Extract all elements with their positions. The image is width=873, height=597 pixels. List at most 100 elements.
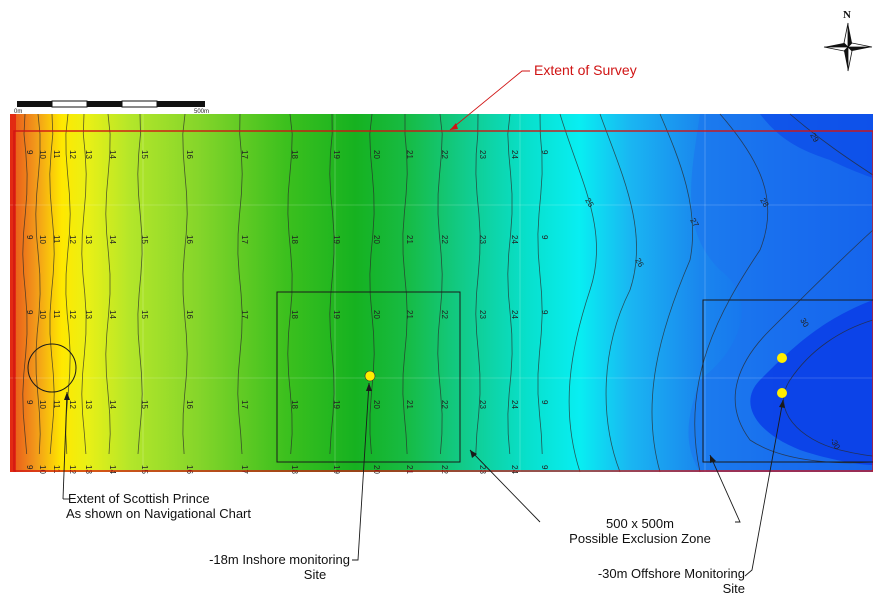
contour-label: 11: [52, 400, 61, 409]
contour-label: 18: [290, 400, 299, 409]
scale-start-label: 0m: [14, 109, 22, 115]
scale-end-label: 500m: [194, 109, 209, 115]
inshore-site-label: -18m Inshore monitoring Site: [150, 552, 350, 582]
contour-label: 22: [440, 150, 449, 159]
contour-label: 18: [290, 235, 299, 244]
contour-label: 21: [405, 310, 414, 319]
contour-label: 18: [290, 465, 299, 474]
offshore-line1: -30m Offshore Monitoring: [545, 566, 745, 581]
contour-label: 23: [478, 150, 487, 159]
contour-label: 24: [510, 235, 519, 244]
contour-label: 22: [440, 235, 449, 244]
contour-label: 17: [240, 465, 249, 474]
extent-of-survey-label: Extent of Survey: [534, 63, 637, 78]
contour-label: 9: [540, 400, 549, 405]
contour-label: 19: [332, 400, 341, 409]
contour-label: 13: [84, 310, 93, 319]
contour-label: 9: [25, 235, 34, 240]
contour-label: 21: [405, 150, 414, 159]
contour-label: 19: [332, 465, 341, 474]
contour-label: 22: [440, 465, 449, 474]
offshore-line2: Site: [545, 581, 745, 596]
contour-label: 19: [332, 150, 341, 159]
contour-label: 13: [84, 400, 93, 409]
contour-label: 9: [540, 310, 549, 315]
contour-label: 10: [38, 150, 47, 159]
contour-label: 16: [185, 310, 194, 319]
contour-label: 18: [290, 310, 299, 319]
contour-label: 17: [240, 235, 249, 244]
contour-label: 20: [372, 310, 381, 319]
contour-label: 15: [140, 150, 149, 159]
contour-label: 21: [405, 235, 414, 244]
exclusion-zone-label: 500 x 500m Possible Exclusion Zone: [540, 516, 740, 546]
contour-label: 21: [405, 465, 414, 474]
inshore-site-marker[interactable]: [365, 371, 375, 381]
contour-label: 11: [52, 465, 61, 474]
contour-label: 9: [540, 465, 549, 470]
contour-label: 24: [510, 465, 519, 474]
contour-label: 24: [510, 400, 519, 409]
contour-label: 24: [510, 310, 519, 319]
contour-label: 14: [108, 235, 117, 244]
contour-label: 19: [332, 235, 341, 244]
contour-label: 12: [68, 400, 77, 409]
contour-label: 15: [140, 310, 149, 319]
contour-label: 20: [372, 400, 381, 409]
contour-label: 9: [25, 310, 34, 315]
contour-label: 16: [185, 465, 194, 474]
north-label: N: [843, 8, 851, 23]
contour-label: 22: [440, 400, 449, 409]
contour-label: 14: [108, 150, 117, 159]
contour-label: 20: [372, 235, 381, 244]
north-arrow: [824, 23, 872, 71]
contour-label: 13: [84, 150, 93, 159]
contour-label: 23: [478, 310, 487, 319]
contour-label: 9: [540, 150, 549, 155]
contour-label: 15: [140, 235, 149, 244]
contour-label: 9: [25, 400, 34, 405]
contour-label: 11: [52, 150, 61, 159]
contour-label: 15: [140, 465, 149, 474]
contour-label: 23: [478, 400, 487, 409]
contour-label: 19: [332, 310, 341, 319]
contour-label: 13: [84, 465, 93, 474]
contour-label: 17: [240, 310, 249, 319]
contour-label: 13: [84, 235, 93, 244]
contour-label: 12: [68, 310, 77, 319]
contour-label: 16: [185, 400, 194, 409]
contour-label: 17: [240, 400, 249, 409]
contour-label: 9: [25, 465, 34, 470]
contour-label: 22: [440, 310, 449, 319]
shallow-edge: [10, 114, 16, 472]
offshore-site-label: -30m Offshore Monitoring Site: [545, 566, 745, 596]
contour-label: 12: [68, 235, 77, 244]
contour-label: 11: [52, 310, 61, 319]
offshore-site-marker-a[interactable]: [777, 353, 787, 363]
contour-label: 12: [68, 150, 77, 159]
inshore-line2: Site: [150, 567, 350, 582]
contour-label: 17: [240, 150, 249, 159]
contour-label: 15: [140, 400, 149, 409]
scale-bar: [17, 101, 205, 107]
contour-label: 10: [38, 310, 47, 319]
contour-label: 18: [290, 150, 299, 159]
exclusion-line2: Possible Exclusion Zone: [540, 531, 740, 546]
contour-label: 16: [185, 150, 194, 159]
contour-label: 14: [108, 310, 117, 319]
scottish-prince-label: Extent of Scottish Prince As shown on Na…: [68, 491, 251, 521]
contour-label: 10: [38, 400, 47, 409]
contour-label: 9: [25, 150, 34, 155]
scottish-prince-line1: Extent of Scottish Prince: [68, 491, 251, 506]
contour-label: 21: [405, 400, 414, 409]
inshore-line1: -18m Inshore monitoring: [150, 552, 350, 567]
contour-label: 12: [68, 465, 77, 474]
offshore-site-marker-b[interactable]: [777, 388, 787, 398]
contour-label: 14: [108, 465, 117, 474]
contour-label: 10: [38, 235, 47, 244]
contour-label: 14: [108, 400, 117, 409]
contour-label: 20: [372, 465, 381, 474]
contour-label: 10: [38, 465, 47, 474]
scottish-prince-line2: As shown on Navigational Chart: [66, 506, 251, 521]
contour-label: 16: [185, 235, 194, 244]
